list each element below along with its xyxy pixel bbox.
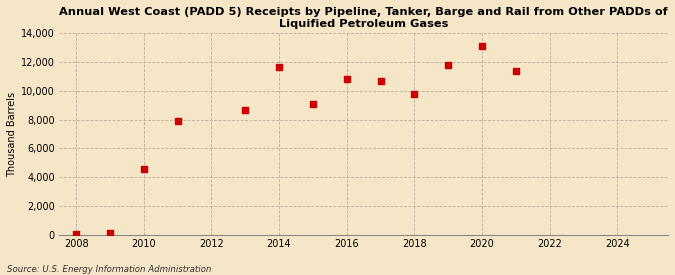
Point [510, 69, 521, 73]
Point [138, 166, 149, 171]
Point [307, 102, 318, 106]
Point [273, 64, 284, 69]
Point [375, 79, 386, 83]
Point [105, 231, 115, 235]
Point [240, 108, 250, 112]
Point [71, 232, 82, 236]
Y-axis label: Thousand Barrels: Thousand Barrels [7, 92, 17, 177]
Point [342, 77, 352, 82]
Text: Source: U.S. Energy Information Administration: Source: U.S. Energy Information Administ… [7, 265, 211, 274]
Point [409, 92, 420, 96]
Point [172, 119, 183, 123]
Title: Annual West Coast (PADD 5) Receipts by Pipeline, Tanker, Barge and Rail from Oth: Annual West Coast (PADD 5) Receipts by P… [59, 7, 668, 29]
Point [443, 63, 454, 67]
Point [477, 44, 487, 49]
